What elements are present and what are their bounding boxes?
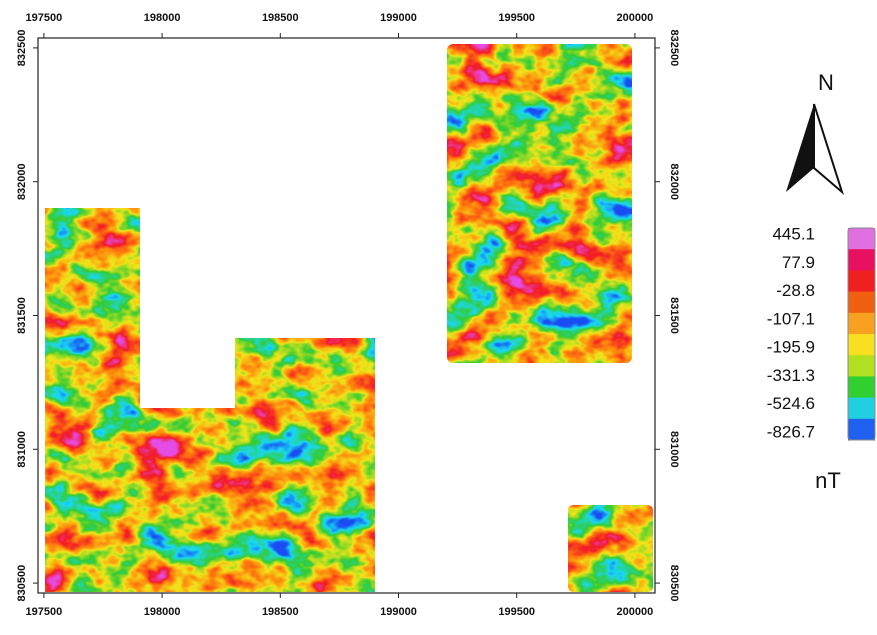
legend-unit: nT — [815, 468, 841, 493]
legend-label: -826.7 — [767, 422, 815, 441]
colorbar-band — [848, 355, 875, 377]
y-tick-label-left: 830500 — [16, 565, 28, 602]
north-arrow — [786, 104, 842, 192]
y-tick-label-left: 831500 — [16, 297, 28, 334]
legend-label: 445.1 — [772, 224, 815, 243]
legend-label: -28.8 — [776, 281, 815, 300]
x-tick-label-bottom: 199000 — [380, 606, 417, 618]
x-tick-label-top: 197500 — [26, 12, 63, 24]
colorbar-band — [848, 376, 875, 398]
x-tick-label-top: 198000 — [144, 12, 181, 24]
x-tick-label-bottom: 198000 — [144, 606, 181, 618]
colorbar-band — [848, 313, 875, 335]
anomaly-surface — [38, 38, 655, 593]
x-tick-label-top: 198500 — [262, 12, 299, 24]
y-tick-label-right: 832000 — [668, 163, 680, 200]
colorbar-band — [848, 419, 875, 441]
legend-label: 77.9 — [782, 253, 815, 272]
legend: 445.1 77.9 -28.8 -107.1 -195.9 -331.3 -524.6 -8… — [767, 224, 875, 441]
x-tick-label-top: 199500 — [498, 12, 535, 24]
colorbar-band — [848, 228, 875, 250]
colorbar-band — [848, 334, 875, 356]
colorbar-band — [848, 270, 875, 292]
y-tick-label-left: 831000 — [16, 431, 28, 468]
x-tick-label-bottom: 198500 — [262, 606, 299, 618]
colorbar-band — [848, 249, 875, 271]
legend-label: -331.3 — [767, 366, 815, 385]
colorbar-band — [848, 292, 875, 314]
legend-label: -524.6 — [767, 394, 815, 413]
legend-label: -195.9 — [767, 338, 815, 357]
x-tick-label-top: 199000 — [380, 12, 417, 24]
y-tick-label-right: 832500 — [668, 30, 680, 67]
x-tick-label-bottom: 200000 — [617, 606, 654, 618]
y-tick-label-right: 831500 — [668, 297, 680, 334]
north-label: N — [818, 70, 834, 95]
x-tick-label-top: 200000 — [617, 12, 654, 24]
colorbar-band — [848, 398, 875, 420]
y-tick-label-right: 831000 — [668, 431, 680, 468]
y-tick-label-right: 830500 — [668, 565, 680, 602]
x-tick-label-bottom: 197500 — [26, 606, 63, 618]
y-tick-label-left: 832000 — [16, 163, 28, 200]
y-tick-label-left: 832500 — [16, 30, 28, 67]
x-tick-label-bottom: 199500 — [498, 606, 535, 618]
anomaly-texture — [38, 38, 655, 593]
legend-label: -107.1 — [767, 309, 815, 328]
map-figure: 197500 197500 198000 198000 198500 198500 1990… — [0, 0, 877, 635]
